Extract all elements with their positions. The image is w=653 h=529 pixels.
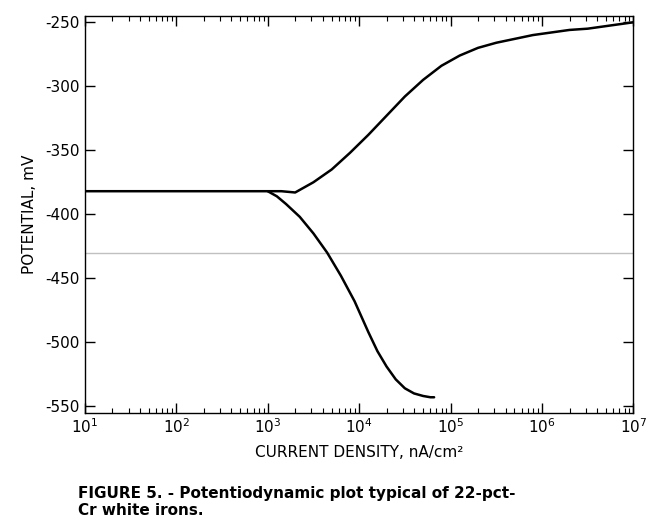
Y-axis label: POTENTIAL, mV: POTENTIAL, mV (22, 154, 37, 274)
X-axis label: CURRENT DENSITY, nA/cm²: CURRENT DENSITY, nA/cm² (255, 444, 464, 460)
Text: FIGURE 5. - Potentiodynamic plot typical of 22-pct-
Cr white irons.: FIGURE 5. - Potentiodynamic plot typical… (78, 486, 516, 518)
